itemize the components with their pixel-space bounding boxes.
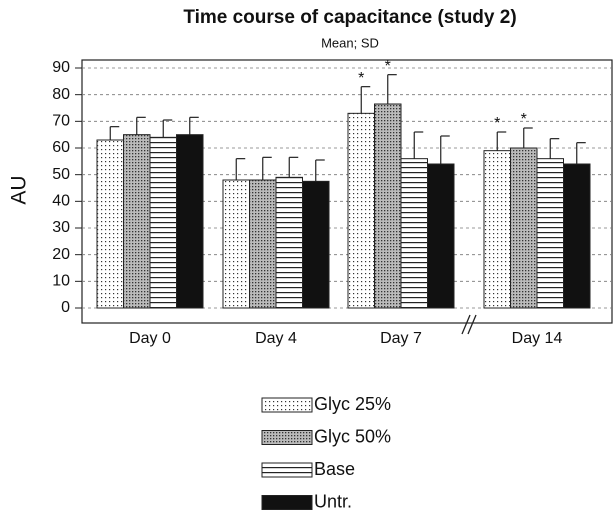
significance-mark: *	[521, 111, 527, 128]
legend-swatch	[261, 430, 313, 445]
significance-mark: *	[358, 70, 364, 87]
bar	[176, 134, 204, 309]
axis-break	[461, 314, 477, 335]
significance-mark: *	[494, 115, 500, 132]
bar	[427, 163, 455, 309]
bar	[510, 147, 538, 309]
y-tick-label: 60	[52, 139, 70, 156]
bar	[563, 163, 591, 309]
y-tick-label: 50	[52, 166, 70, 183]
plot-frame	[81, 59, 613, 324]
significance-mark: *	[385, 58, 391, 75]
y-tick-label: 90	[52, 59, 70, 76]
bar	[347, 112, 375, 309]
chart-title: Time course of capacitance (study 2)	[183, 7, 516, 28]
legend-label: Base	[314, 459, 355, 479]
y-tick-label: 30	[52, 219, 70, 236]
y-tick-label: 80	[52, 86, 70, 103]
bar	[536, 158, 564, 309]
y-tick-label: 40	[52, 193, 70, 210]
x-tick-label: Day 4	[255, 330, 297, 347]
y-axis-label: AU	[8, 175, 31, 204]
chart-subtitle: Mean; SD	[321, 35, 379, 50]
legend-swatch	[261, 397, 313, 413]
bar	[96, 139, 124, 309]
bar	[275, 176, 303, 309]
bar	[483, 150, 511, 309]
bar	[222, 179, 250, 309]
y-tick-label: 20	[52, 246, 70, 263]
x-tick-label: Day 0	[129, 330, 171, 347]
bar	[149, 136, 177, 309]
bar	[123, 134, 151, 309]
bar	[374, 103, 402, 309]
legend-label: Glyc 50%	[314, 426, 391, 446]
x-tick-label: Day 7	[380, 330, 422, 347]
y-tick-label: 0	[61, 299, 70, 316]
legend-swatch	[261, 495, 313, 510]
legend-label: Untr.	[314, 491, 352, 511]
y-tick-label: 10	[52, 273, 70, 290]
legend-label: Glyc 25%	[314, 394, 391, 414]
y-tick-label: 70	[52, 113, 70, 130]
bar	[400, 158, 428, 309]
bar	[302, 180, 330, 309]
x-tick-label: Day 14	[512, 330, 563, 347]
legend-swatch	[261, 462, 313, 478]
bar	[249, 179, 277, 309]
